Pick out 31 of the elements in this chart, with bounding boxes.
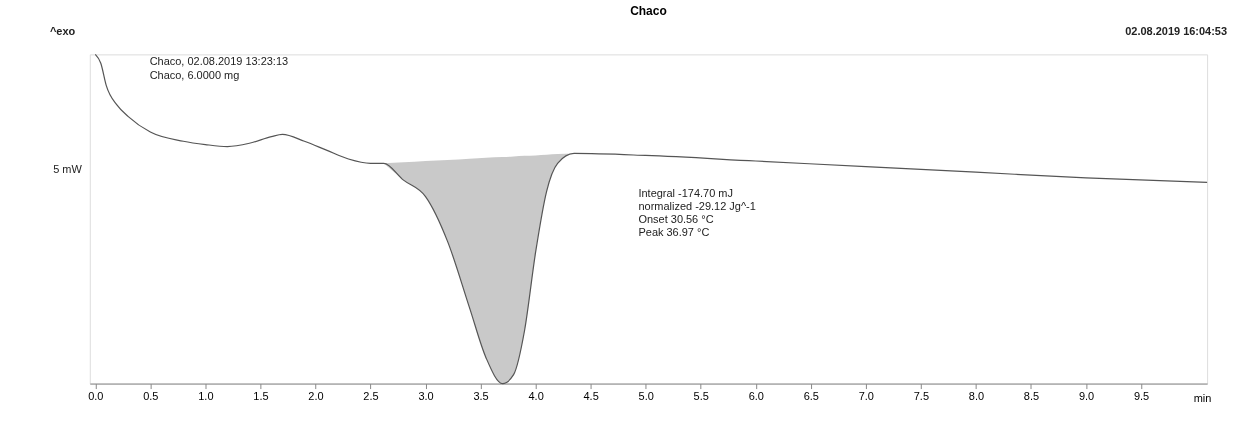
text: 02.08.2019 16:04:53 [1125, 25, 1228, 38]
x-tick-label: 5.5 [693, 390, 709, 403]
x-tick-label: 8.0 [968, 390, 985, 403]
y-axis-title: 5 mW [53, 162, 83, 175]
x-tick-label: 0.0 [88, 390, 104, 403]
annotation: Peak 36.97 °C [638, 225, 710, 238]
x-tick-label: 8.5 [1023, 390, 1040, 403]
annotation: Onset 30.56 °C [638, 212, 714, 225]
x-tick-label: 6.0 [748, 390, 764, 403]
x-tick-label: 3.5 [473, 390, 489, 403]
x-tick-label: 9.5 [1133, 390, 1150, 403]
annotation: normalized -29.12 Jg^-1 [638, 199, 756, 212]
x-tick-label: 7.5 [913, 390, 930, 403]
x-tick-label: 7.0 [858, 390, 874, 403]
x-tick-label: 3.0 [418, 390, 434, 403]
x-tick-label: 1.5 [253, 390, 269, 403]
annotation: Chaco, 02.08.2019 13:23:13 [149, 55, 289, 68]
x-axis-title: min [1193, 392, 1212, 405]
x-tick-label: 0.5 [143, 390, 159, 403]
x-tick-label: 1.0 [198, 390, 214, 403]
x-tick-label: 4.5 [583, 390, 599, 403]
x-tick-label: 6.5 [803, 390, 819, 403]
annotation: Chaco, 6.0000 mg [149, 69, 240, 82]
annotation: Integral -174.70 mJ [638, 187, 733, 200]
x-tick-label: 2.5 [363, 390, 379, 403]
x-tick-label: 4.0 [528, 390, 544, 403]
text: ^exo [49, 25, 76, 38]
chart-title: Chaco [630, 4, 667, 19]
x-tick-label: 9.0 [1078, 390, 1095, 403]
x-tick-label: 2.0 [308, 390, 324, 403]
x-tick-label: 5.0 [638, 390, 654, 403]
